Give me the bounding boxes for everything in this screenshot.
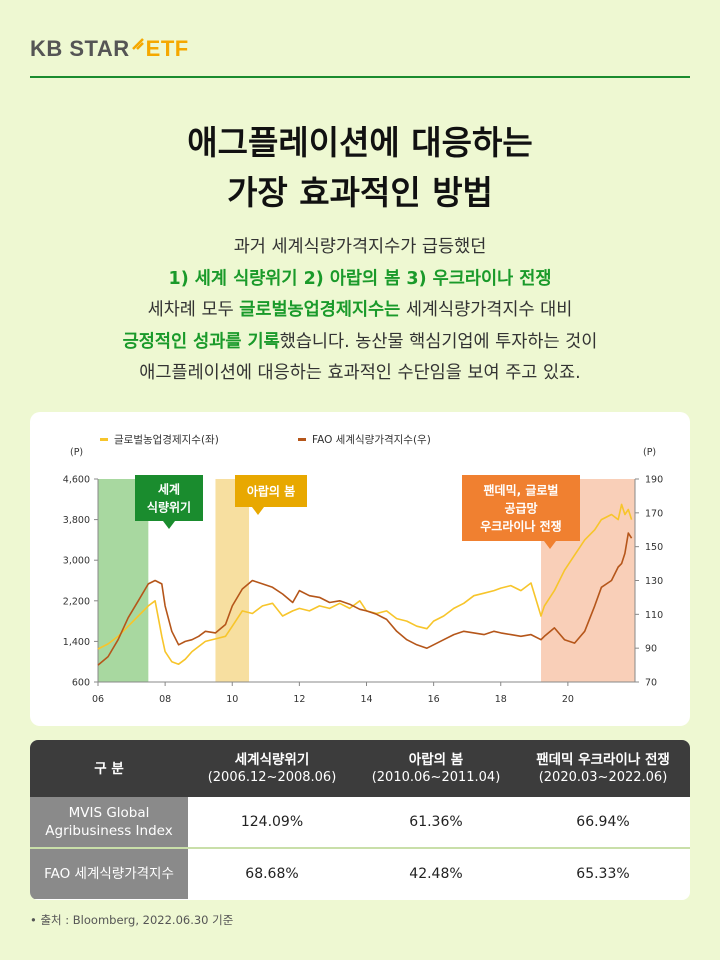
header-food-crisis-period: (2006.12~2008.06)	[207, 769, 337, 785]
table-row: FAO 세계식량가격지수 68.68% 42.48% 65.33%	[30, 849, 690, 899]
y-tick-left-label: 3,800	[63, 515, 90, 526]
region-callout-box-1	[235, 475, 307, 507]
desc-line-1: 과거 세계식량가격지수가 급등했던	[233, 237, 487, 257]
table-header: 구 분 세계식량위기 (2006.12~2008.06) 아랍의 봄 (2010.0…	[30, 740, 690, 797]
chart-card: 4,600 3,800 3,000 2,200 1,400 600 190 170 150 130…	[30, 412, 690, 726]
y-tick-right-label: 110	[645, 610, 663, 621]
region-callout-box-2	[462, 475, 580, 541]
description: 과거 세계식량가격지수가 급등했던 1) 세계 식량위기 2) 아랍의 봄 3)…	[0, 232, 720, 390]
region-callout-pointer-1	[252, 507, 264, 515]
desc-l3c: 세계식량가격지수 대비	[400, 300, 573, 320]
x-tick-label: 20	[562, 694, 574, 705]
x-tick-label: 08	[159, 694, 171, 705]
title-line-2: 가장 효과적인 방법	[227, 173, 493, 212]
y-tick-left-label: 4,600	[63, 475, 90, 486]
cell-mvis-food-crisis: 124.09%	[240, 814, 304, 830]
x-tick-label: 12	[293, 694, 305, 705]
brand-kb: KB STAR	[30, 36, 130, 61]
cell-mvis-pandemic-war: 66.94%	[576, 814, 630, 830]
region-callout-label-0: 세계	[158, 482, 180, 497]
y-tick-right-label: 150	[645, 542, 663, 553]
row-header-fao-l1: FAO 세계식량가격지수	[44, 866, 174, 882]
region-callout-box-0	[135, 475, 203, 521]
region-callout-pointer-2	[544, 541, 556, 549]
row-header-fao: FAO 세계식량가격지수	[30, 849, 188, 899]
header-pandemic-war-label: 팬데믹 우크라이나 전쟁	[536, 751, 670, 768]
region-callout-pointer-0	[163, 521, 175, 529]
cell-fao-arab-spring: 42.48%	[409, 866, 463, 882]
legend-label-1: FAO 세계식량가격지수(우)	[312, 433, 431, 446]
y-tick-right-label: 130	[645, 576, 663, 587]
performance-table: 구 분 세계식량위기 (2006.12~2008.06) 아랍의 봄 (2010.0…	[30, 740, 690, 900]
title-line-1: 애그플레이션에 대응하는	[187, 123, 533, 162]
region-band-1	[215, 479, 250, 682]
logo-mark-icon	[131, 38, 144, 50]
series-line-1	[97, 532, 633, 666]
x-tick-label: 06	[92, 694, 104, 705]
x-tick-label: 16	[428, 694, 440, 705]
region-callout-label-2: 공급망	[504, 502, 537, 516]
table-row: MVIS Global Agribusiness Index 124.09% 61…	[30, 797, 690, 847]
desc-line-2: 1) 세계 식량위기 2) 아랍의 봄 3) 우크라이나 전쟁	[168, 268, 552, 289]
y-right-unit-label: (P)	[643, 447, 656, 458]
desc-l3a: 세차례 모두	[147, 300, 240, 320]
y-tick-right-label: 70	[645, 678, 657, 689]
y-tick-left-label: 3,000	[63, 556, 90, 567]
legend-swatch-1	[298, 438, 306, 441]
row-header-mvis-l2: Agribusiness Index	[45, 823, 173, 839]
row-divider	[30, 847, 690, 849]
source-note: • 출처 : Bloomberg, 2022.06.30 기준	[30, 913, 234, 927]
y-tick-left-label: 2,200	[63, 596, 90, 607]
cell-fao-food-crisis: 68.68%	[245, 866, 299, 882]
y-tick-right-label: 190	[645, 475, 663, 486]
header-food-crisis-label: 세계식량위기	[234, 751, 310, 768]
y-tick-left-label: 1,400	[63, 637, 90, 648]
row-header-mvis: MVIS Global Agribusiness Index	[30, 797, 188, 847]
y-tick-right-label: 170	[645, 508, 663, 519]
y-tick-right-label: 90	[645, 644, 657, 655]
desc-l4a: 긍정적인 성과를 기록	[122, 331, 280, 352]
desc-l4b: 했습니다. 농산물 핵심기업에 투자하는 것이	[279, 331, 598, 352]
header-arab-spring-period: (2010.06~2011.04)	[371, 769, 501, 785]
line-chart: 4,600 3,800 3,000 2,200 1,400 600 190 170 150 130…	[63, 433, 663, 705]
header-category: 구 분	[30, 740, 188, 797]
region-callout-label-2: 우크라이나 전쟁	[480, 519, 561, 534]
region-callout-label-2: 팬데믹, 글로벌	[484, 483, 559, 498]
header-arab-spring: 아랍의 봄 (2010.06~2011.04)	[356, 740, 516, 797]
header-pandemic-war: 팬데믹 우크라이나 전쟁 (2020.03~2022.06)	[516, 740, 690, 797]
header-food-crisis: 세계식량위기 (2006.12~2008.06)	[188, 740, 356, 797]
header-arab-spring-label: 아랍의 봄	[408, 751, 464, 768]
legend-swatch-0	[100, 438, 108, 441]
cell-fao-pandemic-war: 65.33%	[576, 866, 630, 882]
header-category-label: 구 분	[94, 760, 124, 777]
legend-label-0: 글로벌농업경제지수(좌)	[114, 433, 219, 446]
x-tick-label: 14	[360, 694, 372, 705]
desc-line-4: 긍정적인 성과를 기록했습니다. 농산물 핵심기업에 투자하는 것이	[0, 327, 720, 359]
y-left-unit-label: (P)	[70, 447, 83, 458]
brand-logo: KB STAR ETF	[30, 36, 189, 62]
desc-line-5: 애그플레이션에 대응하는 효과적인 수단임을 보여 주고 있죠.	[139, 363, 581, 383]
region-callout-label-0: 식량위기	[147, 500, 191, 515]
brand-etf: ETF	[145, 36, 189, 61]
region-callout-label-1: 아랍의 봄	[247, 484, 295, 499]
x-tick-label: 10	[226, 694, 238, 705]
desc-l3b: 글로벌농업경제지수는	[239, 300, 401, 320]
row-header-mvis-l1: MVIS Global	[68, 805, 150, 821]
header-divider	[30, 76, 690, 78]
y-tick-left-label: 600	[72, 678, 90, 689]
cell-mvis-arab-spring: 61.36%	[409, 814, 463, 830]
x-tick-label: 18	[495, 694, 507, 705]
page-title: 애그플레이션에 대응하는 가장 효과적인 방법	[0, 118, 720, 218]
desc-line-3: 세차례 모두 글로벌농업경제지수는 세계식량가격지수 대비	[0, 295, 720, 327]
header-pandemic-war-period: (2020.03~2022.06)	[538, 769, 668, 785]
